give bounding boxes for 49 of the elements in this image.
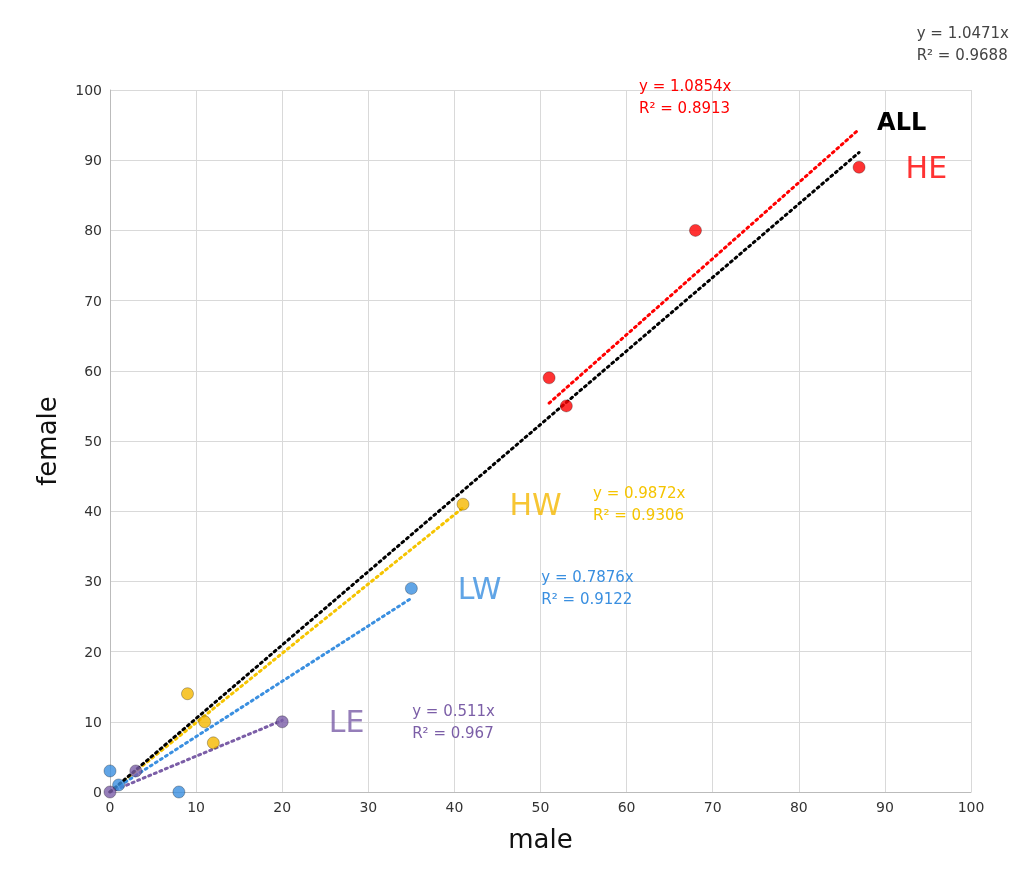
point [404,581,418,595]
point [103,764,117,778]
y-tick-label: 50 [84,433,102,449]
y-tick-label: 60 [84,362,102,379]
y-axis-title: female [32,396,62,486]
x-axis-title: male [508,824,573,854]
point [852,160,866,174]
x-tick-label: 50 [531,799,550,815]
annotation: y = 0.7876x R² = 0.9122 [541,568,634,609]
point [129,764,143,778]
series-label: LE [328,704,365,740]
x-tick-label: 90 [875,799,894,815]
annotation: y = 0.9872x R² = 0.9306 [593,484,686,525]
point [559,399,573,413]
text: y = 1.0471x R² = 0.9688 [916,24,1010,64]
x-tick-label: 0 [105,799,115,815]
point [181,687,194,701]
x-tick-label: 20 [273,799,292,815]
y-tick-label: 0 [93,784,102,800]
x-tick-label: 60 [617,799,636,815]
annotation: y = 0.511x R² = 0.967 [412,701,496,742]
series-label: HE [905,149,948,185]
y-tick-label: 80 [84,222,102,239]
point [172,785,186,799]
point [542,371,556,385]
y-tick-label: 10 [84,713,102,730]
y-tick-label: 70 [84,292,102,309]
x-tick-label: 40 [445,799,464,815]
y-tick-label: 100 [75,82,102,98]
y-tick-label: 90 [84,152,102,169]
x-tick-label: 10 [187,799,206,815]
point [112,778,126,792]
series-label: LW [457,570,502,606]
point [103,785,117,799]
point [456,497,470,511]
annotation: y = 1.0854x R² = 0.8913 [639,77,732,118]
x-tick-label: 70 [703,799,722,815]
y-tick-label: 40 [84,503,102,520]
point [275,715,289,729]
series-label: HW [509,486,562,522]
y-tick-label: 30 [84,573,102,590]
point [198,715,212,729]
x-tick-label: 80 [789,799,808,815]
x-tick-label: 30 [359,799,378,815]
y-tick-label: 20 [84,643,102,660]
series-label: ALL [877,108,927,137]
point [688,223,702,237]
point [206,736,220,750]
x-tick-label: 100 [957,799,985,815]
